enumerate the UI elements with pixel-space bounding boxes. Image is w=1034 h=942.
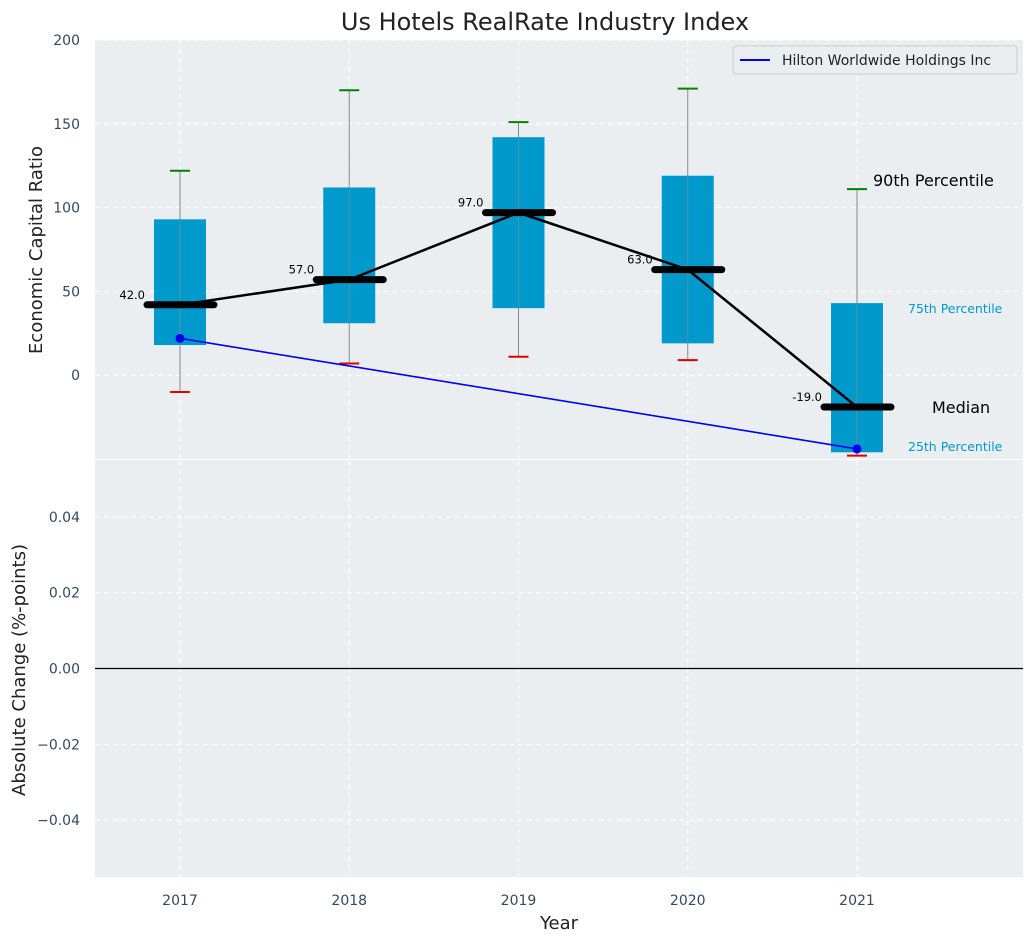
- box-plot-layer: [154, 87, 883, 457]
- top-y-tick-label: 200: [53, 33, 80, 49]
- x-tick-label: 2019: [501, 893, 537, 909]
- bottom-y-tick-label: −0.04: [37, 813, 80, 829]
- x-tick-label: 2017: [162, 893, 198, 909]
- bottom-y-tick-label: 0.04: [49, 510, 80, 526]
- median-value-label: 42.0: [119, 288, 145, 302]
- annotation-90th-percentile: 90th Percentile: [873, 171, 994, 190]
- x-tick-label: 2018: [331, 893, 367, 909]
- company-point: [175, 333, 185, 343]
- median-value-label: 63.0: [627, 253, 653, 267]
- axis-ticks: 200 150 100 50 0 0.04 0.02 0.00 −0.02 −0.04 2017 20…: [37, 33, 1023, 909]
- legend-entry-hilton: Hilton Worldwide Holdings Inc: [782, 53, 991, 69]
- annotation-25th-percentile: 25th Percentile: [908, 439, 1003, 454]
- chart-title: Us Hotels RealRate Industry Index: [341, 8, 749, 36]
- legend: Hilton Worldwide Holdings Inc: [732, 45, 1018, 75]
- median-value-label: -19.0: [792, 390, 822, 404]
- top-y-tick-label: 150: [53, 117, 80, 133]
- company-line: [179, 337, 858, 450]
- top-y-tick-label: 100: [53, 201, 80, 217]
- median-value-label: 97.0: [458, 196, 484, 210]
- top-y-tick-label: 0: [71, 368, 80, 384]
- bottom-y-tick-label: 0.02: [49, 586, 80, 602]
- bottom-y-tick-label: −0.02: [37, 737, 80, 753]
- annotation-75th-percentile: 75th Percentile: [908, 301, 1003, 316]
- x-tick-label: 2021: [839, 893, 875, 909]
- top-panel-background: [95, 40, 1023, 459]
- top-y-tick-label: 50: [62, 284, 80, 300]
- bottom-y-axis-label: Absolute Change (%-points): [9, 544, 30, 796]
- x-tick-label: 2020: [670, 893, 706, 909]
- annotation-median: Median: [932, 398, 990, 417]
- bottom-y-tick-label: 0.00: [49, 662, 80, 678]
- x-axis-label: Year: [539, 913, 579, 934]
- median-value-label: 57.0: [289, 263, 315, 277]
- top-y-axis-label: Economic Capital Ratio: [26, 146, 47, 354]
- median-line-layer: 42.0 57.0 97.0 63.0 -19.0: [119, 196, 895, 454]
- legend-box: [732, 45, 1018, 75]
- company-point: [852, 444, 862, 454]
